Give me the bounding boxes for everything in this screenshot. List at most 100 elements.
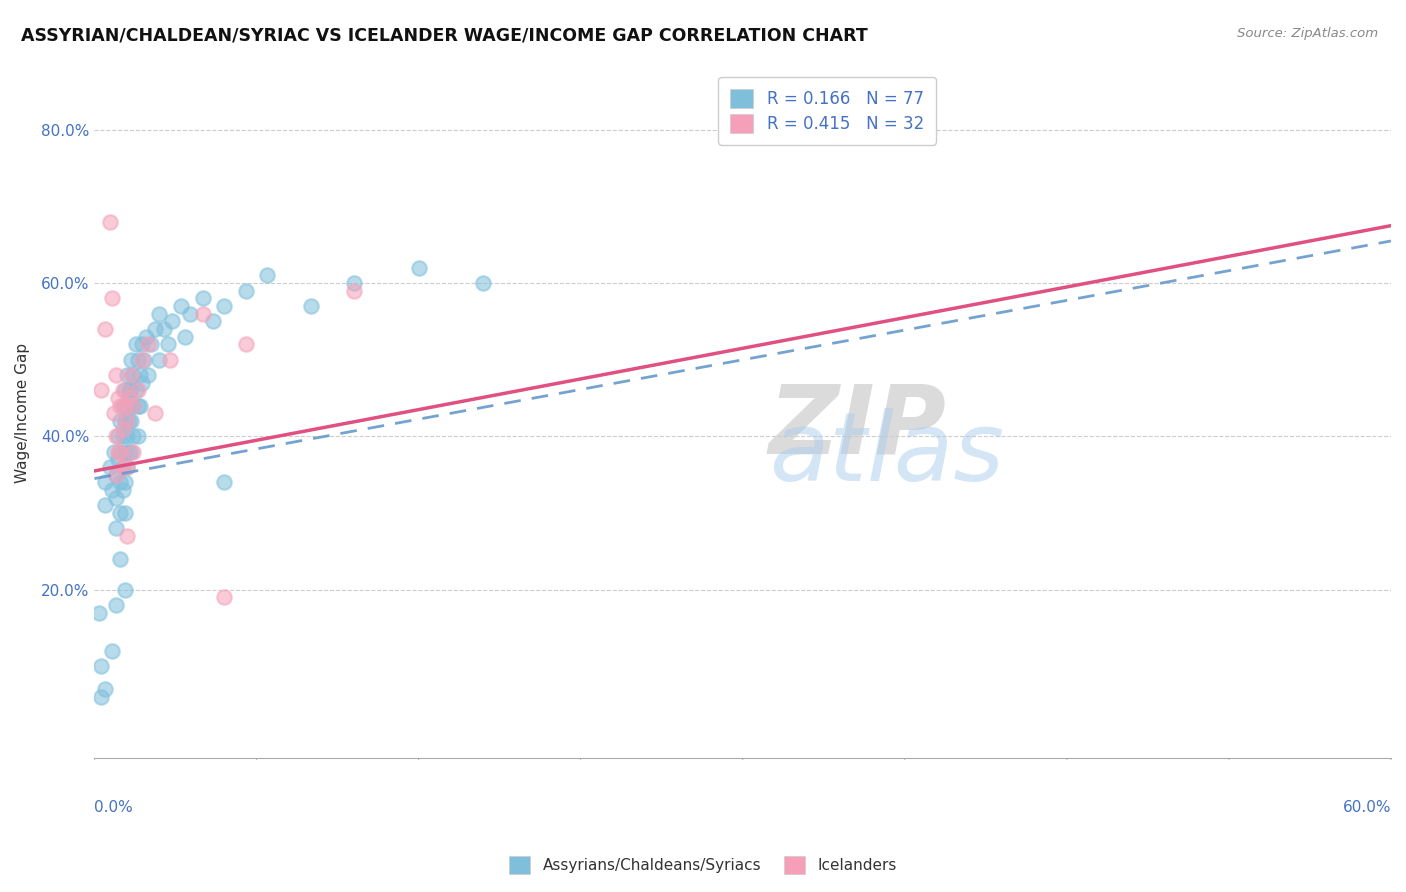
- Point: [90, 384, 112, 398]
- Point: [138, 337, 160, 351]
- Point: [110, 444, 132, 458]
- Point: [408, 260, 430, 275]
- Point: [122, 429, 145, 443]
- Point: [114, 399, 136, 413]
- Point: [105, 467, 128, 482]
- Text: 0.0%: 0.0%: [94, 800, 134, 814]
- Point: [191, 307, 214, 321]
- Point: [122, 399, 145, 413]
- Point: [179, 307, 201, 321]
- Point: [100, 292, 122, 306]
- Point: [118, 414, 141, 428]
- Point: [118, 444, 141, 458]
- Point: [128, 399, 150, 413]
- Point: [111, 460, 134, 475]
- Point: [110, 399, 132, 413]
- Point: [156, 337, 179, 351]
- Point: [111, 483, 134, 497]
- Point: [105, 467, 128, 482]
- Point: [122, 399, 145, 413]
- Point: [120, 352, 142, 367]
- Point: [110, 414, 132, 428]
- Point: [131, 352, 153, 367]
- Point: [98, 460, 121, 475]
- Point: [235, 284, 257, 298]
- Point: [115, 399, 138, 413]
- Text: atlas: atlas: [769, 409, 1004, 501]
- Point: [103, 406, 125, 420]
- Text: ASSYRIAN/CHALDEAN/SYRIAC VS ICELANDER WAGE/INCOME GAP CORRELATION CHART: ASSYRIAN/CHALDEAN/SYRIAC VS ICELANDER WA…: [21, 27, 868, 45]
- Point: [118, 384, 141, 398]
- Point: [90, 659, 112, 673]
- Point: [127, 384, 149, 398]
- Point: [118, 391, 141, 405]
- Point: [100, 644, 122, 658]
- Point: [120, 444, 142, 458]
- Point: [127, 352, 149, 367]
- Point: [105, 598, 128, 612]
- Point: [94, 499, 117, 513]
- Point: [138, 368, 160, 383]
- Point: [170, 299, 193, 313]
- Point: [235, 337, 257, 351]
- Text: Source: ZipAtlas.com: Source: ZipAtlas.com: [1237, 27, 1378, 40]
- Point: [152, 322, 174, 336]
- Point: [143, 322, 166, 336]
- Point: [111, 422, 134, 436]
- Point: [124, 337, 146, 351]
- Text: 60.0%: 60.0%: [1343, 800, 1391, 814]
- Point: [343, 276, 366, 290]
- Point: [115, 429, 138, 443]
- Point: [256, 268, 278, 283]
- Point: [90, 690, 112, 704]
- Point: [105, 429, 128, 443]
- Point: [115, 368, 138, 383]
- Point: [114, 475, 136, 490]
- Point: [114, 582, 136, 597]
- Point: [128, 368, 150, 383]
- Point: [122, 444, 145, 458]
- Point: [94, 475, 117, 490]
- Point: [212, 591, 235, 605]
- Point: [139, 337, 162, 351]
- Point: [122, 368, 145, 383]
- Point: [114, 444, 136, 458]
- Point: [98, 215, 121, 229]
- Point: [94, 322, 117, 336]
- Point: [159, 352, 181, 367]
- Point: [127, 399, 149, 413]
- Point: [111, 384, 134, 398]
- Point: [131, 337, 153, 351]
- Point: [105, 491, 128, 505]
- Point: [114, 414, 136, 428]
- Point: [202, 314, 225, 328]
- Point: [103, 444, 125, 458]
- Point: [107, 391, 129, 405]
- Point: [114, 384, 136, 398]
- Point: [212, 299, 235, 313]
- Y-axis label: Wage/Income Gap: Wage/Income Gap: [15, 343, 30, 483]
- Point: [131, 376, 153, 390]
- Point: [212, 475, 235, 490]
- Point: [115, 529, 138, 543]
- Point: [110, 552, 132, 566]
- Point: [110, 475, 132, 490]
- Point: [110, 444, 132, 458]
- Point: [114, 506, 136, 520]
- Legend: Assyrians/Chaldeans/Syriacs, Icelanders: Assyrians/Chaldeans/Syriacs, Icelanders: [503, 850, 903, 880]
- Point: [100, 483, 122, 497]
- Point: [120, 414, 142, 428]
- Point: [135, 330, 157, 344]
- Point: [343, 284, 366, 298]
- Point: [143, 406, 166, 420]
- Point: [120, 368, 142, 383]
- Point: [148, 352, 170, 367]
- Point: [105, 521, 128, 535]
- Point: [174, 330, 197, 344]
- Point: [94, 682, 117, 697]
- Point: [299, 299, 322, 313]
- Text: ZIP: ZIP: [769, 381, 946, 474]
- Point: [120, 384, 142, 398]
- Point: [107, 444, 129, 458]
- Point: [111, 399, 134, 413]
